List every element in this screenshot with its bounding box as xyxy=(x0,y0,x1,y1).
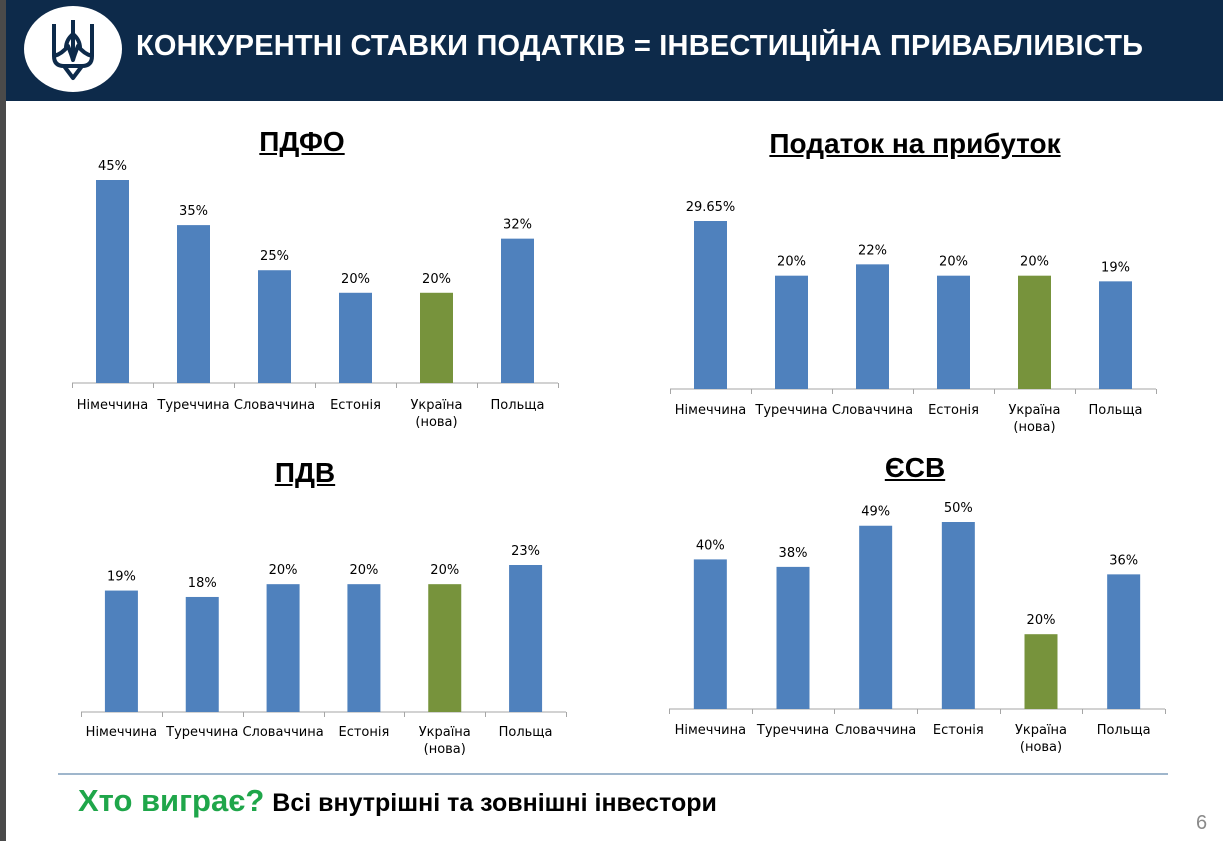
data-label: 20% xyxy=(1020,255,1049,270)
bar-3 xyxy=(266,584,300,712)
footer-question: Хто виграє? xyxy=(78,783,265,818)
slide-header: КОНКУРЕНТНІ СТАВКИ ПОДАТКІВ = ІНВЕСТИЦІЙ… xyxy=(6,0,1223,101)
coat-of-arms-badge xyxy=(24,6,122,92)
data-label: 22% xyxy=(858,243,887,258)
bar-1 xyxy=(104,590,138,712)
data-label: 49% xyxy=(861,505,890,520)
chart-title-profit-tax: Податок на прибуток xyxy=(769,128,1061,159)
bar-3 xyxy=(258,270,291,383)
bar-3 xyxy=(856,264,889,389)
data-label: 20% xyxy=(777,255,806,270)
category-label: Україна (нова) xyxy=(1015,723,1067,755)
data-label: 25% xyxy=(260,249,289,264)
bar-2 xyxy=(776,566,810,709)
category-label: Естонія xyxy=(928,403,979,418)
category-label: Словаччина xyxy=(832,403,913,418)
data-label: 20% xyxy=(939,255,968,270)
footer-answer: Всі внутрішні та зовнішні інвестори xyxy=(272,789,717,817)
bar-2 xyxy=(185,596,219,712)
data-label: 50% xyxy=(944,501,973,516)
category-label: Німеччина xyxy=(675,403,746,418)
bar-6 xyxy=(509,565,543,712)
data-label: 18% xyxy=(188,576,217,591)
bar-6 xyxy=(1099,281,1132,389)
bar-2 xyxy=(177,225,210,383)
category-label: Естонія xyxy=(339,725,390,740)
category-label: Німеччина xyxy=(675,723,746,738)
chart-title-pdfo: ПДФО xyxy=(259,126,345,157)
category-label: Естонія xyxy=(330,398,381,413)
data-label: 20% xyxy=(422,272,451,287)
data-label: 40% xyxy=(696,538,725,553)
bar-2 xyxy=(775,275,808,389)
chart-title-vat: ПДВ xyxy=(274,457,336,488)
bar-1 xyxy=(96,180,129,383)
bar-5 xyxy=(420,292,453,383)
bar-6 xyxy=(1107,574,1141,709)
category-label: Словаччина xyxy=(242,725,323,740)
category-label: Польща xyxy=(491,398,545,413)
bar-3 xyxy=(859,525,893,709)
data-label: 32% xyxy=(503,218,532,233)
category-label: Словаччина xyxy=(835,723,916,738)
chart-esv: 40% Німеччина 38% Туреччина 49% Словаччина 50%… xyxy=(669,501,1166,755)
category-label: Німеччина xyxy=(77,398,148,413)
bar-4 xyxy=(339,292,372,383)
data-label: 20% xyxy=(1027,613,1056,628)
category-label: Німеччина xyxy=(86,725,157,740)
slide-title: КОНКУРЕНТНІ СТАВКИ ПОДАТКІВ = ІНВЕСТИЦІЙ… xyxy=(136,30,1144,62)
category-label: Україна (нова) xyxy=(419,725,471,757)
bar-5 xyxy=(1024,634,1058,709)
data-label: 20% xyxy=(430,563,459,578)
category-label: Польща xyxy=(499,725,553,740)
category-label: Естонія xyxy=(933,723,984,738)
bar-4 xyxy=(937,275,970,389)
data-label: 36% xyxy=(1109,553,1138,568)
category-label: Україна (нова) xyxy=(1008,403,1060,435)
bar-6 xyxy=(501,238,534,383)
data-label: 19% xyxy=(1101,260,1130,275)
chart-vat: 19% Німеччина 18% Туреччина 20% Словаччина 20%… xyxy=(81,544,567,757)
data-label: 29.65% xyxy=(686,200,736,215)
slide-left-edge xyxy=(0,0,6,841)
data-label: 20% xyxy=(341,272,370,287)
page-number: 6 xyxy=(1196,812,1208,834)
data-label: 19% xyxy=(107,570,136,585)
chart-pdfo: 45% Німеччина 35% Туреччина 25% Словаччина 20%… xyxy=(72,159,559,430)
bar-5 xyxy=(428,584,462,712)
category-label: Туреччина xyxy=(756,723,829,738)
footer-divider xyxy=(58,773,1168,775)
bar-4 xyxy=(347,584,381,712)
category-label: Туреччина xyxy=(165,725,238,740)
data-label: 35% xyxy=(179,204,208,219)
bar-1 xyxy=(693,559,727,709)
data-label: 23% xyxy=(511,544,540,559)
bar-4 xyxy=(941,522,975,709)
category-label: Словаччина xyxy=(234,398,315,413)
category-label: Україна (нова) xyxy=(410,398,462,430)
category-label: Польща xyxy=(1089,403,1143,418)
data-label: 20% xyxy=(269,563,298,578)
chart-title-esv: ЄСВ xyxy=(884,452,946,483)
trident-emblem-icon xyxy=(52,20,94,80)
category-label: Польща xyxy=(1097,723,1151,738)
bar-1 xyxy=(694,221,727,389)
category-label: Туреччина xyxy=(754,403,827,418)
category-label: Туреччина xyxy=(156,398,229,413)
bar-5 xyxy=(1018,275,1051,389)
data-label: 45% xyxy=(98,159,127,174)
footer-message: Хто виграє? Всі внутрішні та зовнішні інв… xyxy=(78,783,717,819)
chart-profit-tax: 29.65% Німеччина 20% Туреччина 22% Словаччина… xyxy=(670,200,1157,435)
data-label: 20% xyxy=(349,563,378,578)
data-label: 38% xyxy=(779,546,808,561)
